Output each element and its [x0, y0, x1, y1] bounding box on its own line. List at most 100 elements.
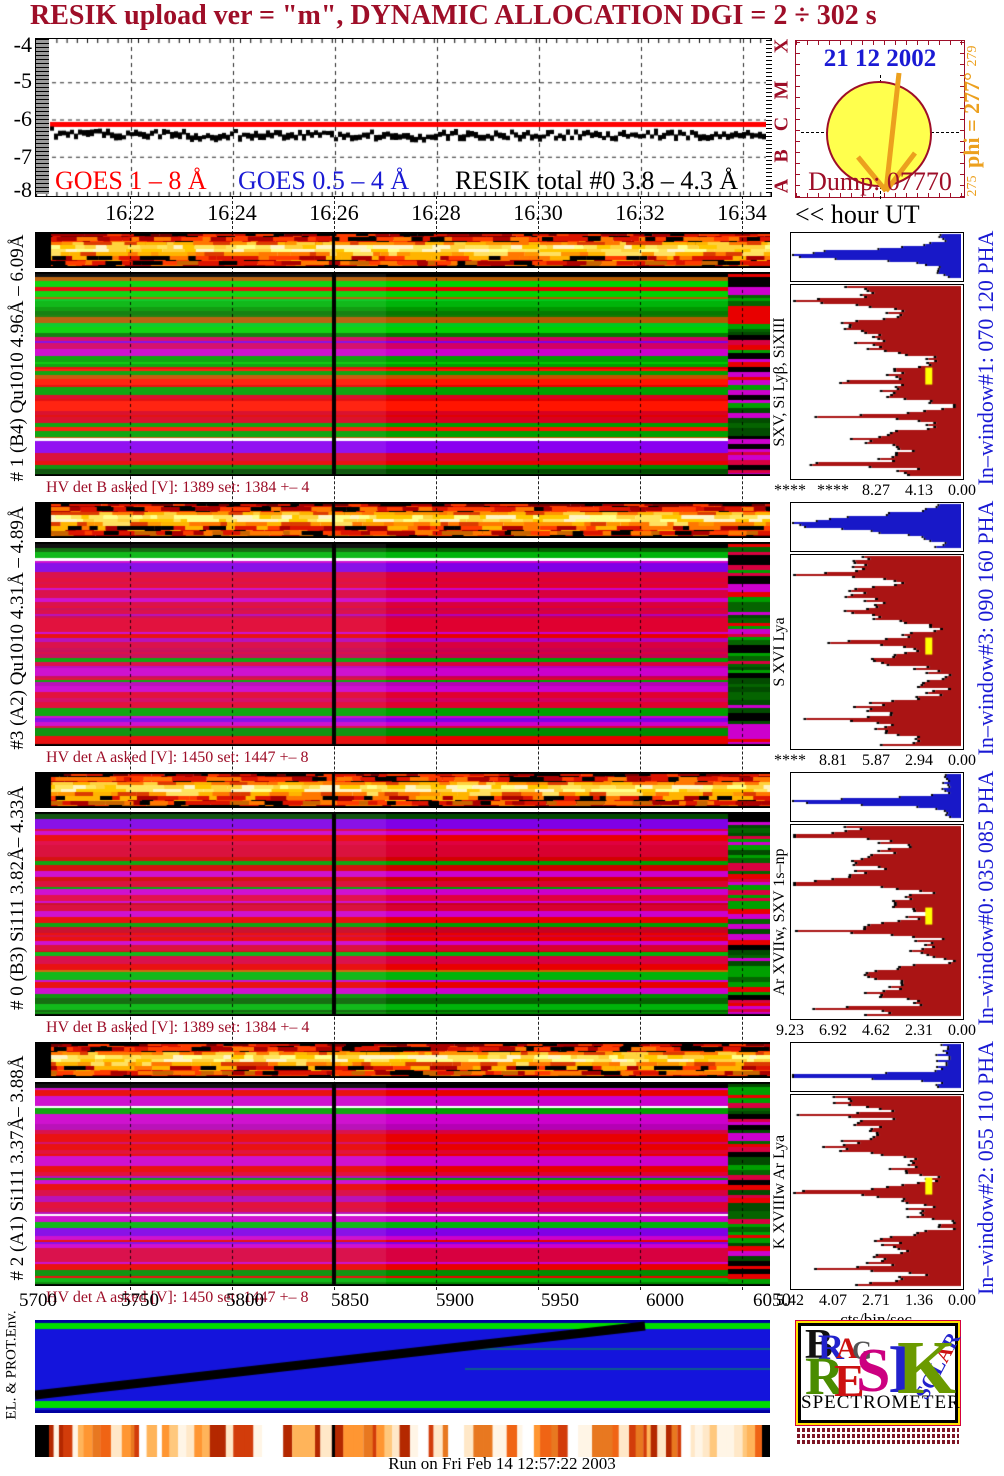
pha-axis-value: 8.27 [862, 482, 890, 499]
phi-angle-label: phi = 277° [959, 72, 984, 168]
spectral-line-ids-label: S XVI Lya [771, 617, 788, 687]
resik-logo: SPECTROMETER [798, 1323, 961, 1423]
logo-letter: K [897, 1326, 957, 1410]
goes-ytick--7: -7 [13, 144, 32, 169]
pha-axis-value: **** [817, 482, 849, 499]
pha-upper-hist-box [790, 232, 964, 282]
spectrogram-time-strip [35, 502, 770, 538]
pha-spectrum-hist-box [790, 1094, 964, 1290]
logo-spectrometer-text: SPECTROMETER [801, 1392, 961, 1413]
pha-spectrum-hist-box [790, 554, 964, 750]
observation-date: 21 12 2002 [823, 45, 937, 72]
pha-axis-value: 8.81 [819, 752, 847, 769]
goes-left-hatch-bar [36, 39, 49, 194]
bin-tick-5700: 5700 [19, 1290, 57, 1311]
panel-left-label: #3 (A2) Qu1010 4.31Å – 4.89Å [7, 506, 28, 750]
pha-upper-hist-box [790, 502, 964, 552]
pha-axis-value: 5.42 [776, 1292, 804, 1309]
spectral-line-ids-label: K XVIIIw Ar Lya [771, 1134, 788, 1250]
hv-status-text: HV det A asked [V]: 1450 set: 1447 +– 8 [46, 1289, 309, 1306]
spectrogram-main [35, 272, 770, 476]
goes-ytick--4: -4 [13, 32, 32, 57]
in-window-pha-label: In–window#2: 055 110 PHA [973, 1040, 998, 1296]
time-tick-16.34: 16.34 [717, 200, 767, 225]
goes-class-c: C [770, 116, 793, 132]
env-strip-frame [35, 1425, 770, 1457]
bin-tick-5750: 5750 [121, 1290, 159, 1311]
goes-ytick--8: -8 [13, 177, 32, 202]
goes-legend-goes05-4: GOES 0.5 – 4 Å [238, 166, 410, 195]
time-tick-16.26: 16.26 [309, 200, 359, 225]
logo-letter: I [888, 1331, 916, 1408]
logo-letter: R [805, 1346, 844, 1406]
pha-axis-value: 6.92 [819, 1022, 847, 1039]
credits-text-line [797, 1428, 959, 1432]
spectral-line-ids-label: SXV, Si Lyβ, SiXIII [771, 317, 788, 447]
bin-tick-5950: 5950 [541, 1290, 579, 1311]
pha-axis-value: 0.00 [948, 1022, 976, 1039]
pha-axis-value: 2.94 [905, 752, 933, 769]
logo-letter: S [856, 1337, 891, 1405]
pha-axis-value: **** [774, 482, 806, 499]
time-tick-16.24: 16.24 [207, 200, 257, 225]
phi-top-value: 279 [965, 45, 980, 67]
goes-plot-canvas [36, 39, 771, 196]
pha-upper-hist-canvas [791, 503, 961, 549]
goes-class-b: B [770, 149, 793, 163]
pha-axis-value: 0.00 [948, 482, 976, 499]
page-title: RESIK upload ver = "m", DYNAMIC ALLOCATI… [30, 0, 877, 31]
pha-upper-hist-box [790, 772, 964, 822]
goes-class-a: A [770, 178, 793, 194]
phi-bottom-value: 275 [965, 175, 980, 197]
hv-status-text: HV det B asked [V]: 1389 set: 1384 +– 4 [46, 479, 310, 496]
hv-status-text: HV det B asked [V]: 1389 set: 1384 +– 4 [46, 1019, 310, 1036]
run-timestamp: Run on Fri Feb 14 12:57:22 2003 [388, 1454, 616, 1473]
pha-upper-hist-canvas [791, 773, 961, 819]
bin-tick-6050: 6050 [753, 1290, 791, 1311]
goes-class-m: M [770, 80, 793, 100]
sun-pointing-box: 21 12 2002 Dump: 07770 [795, 40, 965, 199]
spectrogram-time-strip [35, 1042, 770, 1078]
pha-axis-value: 9.23 [776, 1022, 804, 1039]
goes-plot-frame [35, 38, 772, 197]
time-tick-16.30: 16.30 [513, 200, 563, 225]
credits-text-line [797, 1434, 959, 1438]
pha-spectrum-hist-box [790, 284, 964, 480]
pointing-arrow-icon [856, 72, 917, 193]
pha-axis-value: 2.71 [862, 1292, 890, 1309]
panel-left-label: # 2 (A1) Si111 3.37Å– 3.88Å [7, 1055, 28, 1281]
hour-ut-label: << hour UT [795, 200, 920, 229]
goes-legend-resik-total: RESIK total #0 3.8 – 4.3 Å [455, 166, 739, 195]
logo-letter: R [818, 1327, 844, 1367]
pha-spectrum-hist-canvas [791, 285, 961, 477]
pha-axis-value: 0.00 [948, 752, 976, 769]
goes-class-x: X [770, 38, 793, 54]
time-tick-16.22: 16.22 [105, 200, 155, 225]
pha-upper-hist-box [790, 1042, 964, 1092]
goes-right-ruler [766, 40, 772, 193]
pha-spectrum-hist-canvas [791, 555, 961, 747]
pha-spectrum-hist-canvas [791, 1095, 961, 1287]
bin-tick-5800: 5800 [226, 1290, 264, 1311]
time-tick-16.32: 16.32 [615, 200, 665, 225]
bin-tick-5850: 5850 [331, 1290, 369, 1311]
hv-status-text: HV det A asked [V]: 1450 set: 1447 +– 8 [46, 749, 309, 766]
in-window-pha-label: In–window#1: 070 120 PHA [973, 230, 998, 486]
pha-axis-value: **** [774, 752, 806, 769]
goes-legend-goes1-8: GOES 1 – 8 Å [55, 166, 207, 195]
spectrogram-main [35, 1082, 770, 1286]
spectrogram-main [35, 812, 770, 1016]
time-tick-16.28: 16.28 [411, 200, 461, 225]
panel-left-label: # 0 (B3) Si111 3.82Å– 4.33Å [7, 786, 28, 1010]
pha-axis-value: 1.36 [905, 1292, 933, 1309]
logo-letter: A [836, 1332, 858, 1365]
pha-upper-hist-canvas [791, 1043, 961, 1089]
env-axis-label: EL. & PROT.Env. [3, 1310, 20, 1420]
logo-letter: G [852, 1336, 873, 1365]
in-window-pha-label: In–window#0: 035 085 PHA [973, 770, 998, 1026]
env-band-frame [35, 1320, 770, 1413]
logo-letter: B [805, 1322, 834, 1368]
bin-tick-6000: 6000 [646, 1290, 684, 1311]
credits-text-line [797, 1440, 959, 1444]
